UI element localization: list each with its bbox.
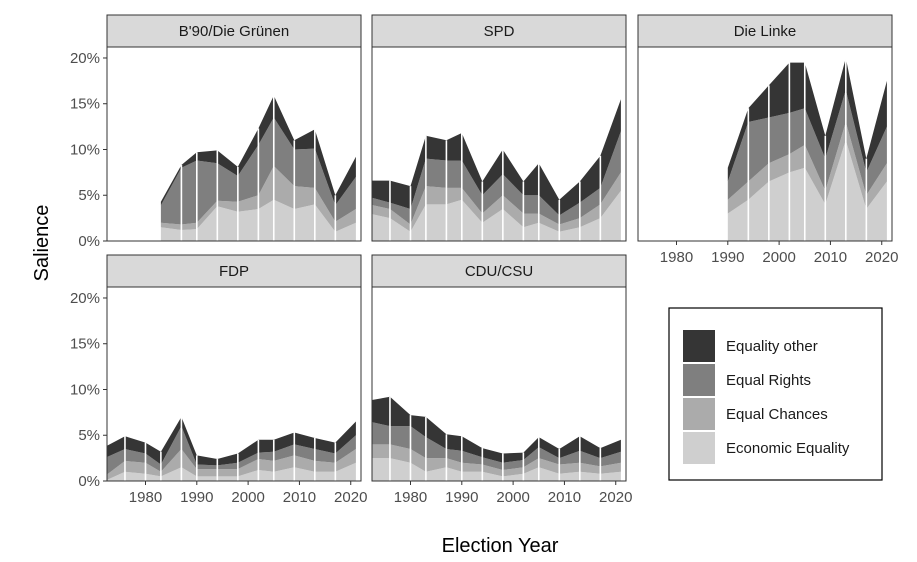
legend-key-equal-rights bbox=[683, 364, 715, 396]
panel-border bbox=[106, 46, 362, 242]
area-equality-other bbox=[160, 95, 356, 206]
facet-title: B'90/Die Grünen bbox=[179, 23, 289, 40]
y-tick-label: 0% bbox=[78, 233, 100, 250]
legend-key-equal-chances bbox=[683, 398, 715, 430]
panel-border bbox=[371, 286, 627, 482]
x-tick-label: 2020 bbox=[334, 489, 367, 506]
area-equality-other bbox=[727, 58, 887, 182]
facet-strip-b-90-die-gr-nen bbox=[106, 14, 362, 48]
facet-title: FDP bbox=[219, 263, 249, 280]
x-tick-label: 1980 bbox=[660, 249, 693, 266]
stacked-areas bbox=[727, 57, 887, 241]
stacked-areas bbox=[372, 396, 621, 481]
area-equal-rights bbox=[107, 426, 356, 475]
y-tick-label: 15% bbox=[70, 336, 100, 353]
panel-border bbox=[106, 286, 362, 482]
legend: Equality other Equal Rights Equal Chances E… bbox=[668, 307, 883, 481]
x-tick-label: 2000 bbox=[496, 489, 529, 506]
facet-title: Die Linke bbox=[734, 23, 797, 40]
area-equal-rights bbox=[372, 131, 621, 225]
area-equal-chances bbox=[727, 122, 887, 214]
facet-strip-fdp bbox=[106, 254, 362, 288]
x-tick-label: 1980 bbox=[394, 489, 427, 506]
area-economic-equality bbox=[372, 190, 621, 241]
x-tick-label: 1990 bbox=[711, 249, 744, 266]
area-equality-other bbox=[372, 99, 621, 216]
facet-strip-die-linke bbox=[637, 14, 893, 48]
x-tick-label: 1980 bbox=[129, 489, 162, 506]
facet-cdu-csu: CDU/CSU 1980 1990 2000 2010 2020 bbox=[371, 254, 632, 506]
facet-strip-spd bbox=[371, 14, 627, 48]
y-tick-label: 5% bbox=[78, 427, 100, 444]
facet-title: SPD bbox=[484, 23, 515, 40]
y-tick-label: 20% bbox=[70, 290, 100, 307]
x-tick-label: 2010 bbox=[548, 489, 581, 506]
y-tick-label: 0% bbox=[78, 473, 100, 490]
area-equal-chances bbox=[372, 172, 621, 232]
y-tick-label: 15% bbox=[70, 96, 100, 113]
legend-label: Equal Rights bbox=[726, 372, 811, 389]
stacked-areas bbox=[372, 99, 621, 241]
x-tick-label: 1990 bbox=[445, 489, 478, 506]
x-tick-label: 2000 bbox=[762, 249, 795, 266]
facet-b-90-die-gr-nen: B'90/Die Grünen 0% 5% 10% 15% 20% bbox=[70, 14, 362, 250]
facet-fdp: FDP 0% 5% 10% 15% 20% 1980 1990 2000 2010 2020 bbox=[70, 254, 367, 506]
stacked-areas bbox=[160, 95, 356, 241]
legend-label: Equality other bbox=[726, 338, 818, 355]
area-equal-rights bbox=[727, 90, 887, 200]
y-tick-label: 10% bbox=[70, 141, 100, 158]
y-tick-label: 10% bbox=[70, 381, 100, 398]
stacked-areas bbox=[107, 416, 356, 481]
area-economic-equality bbox=[727, 140, 887, 241]
area-equality-other bbox=[372, 396, 621, 463]
legend-key-economic-equality bbox=[683, 432, 715, 464]
panel-border bbox=[371, 46, 627, 242]
legend-label: Economic Equality bbox=[726, 440, 850, 457]
x-tick-label: 2010 bbox=[814, 249, 847, 266]
x-tick-label: 2000 bbox=[231, 489, 264, 506]
x-tick-label: 2020 bbox=[865, 249, 898, 266]
facet-panels: B'90/Die Grünen 0% 5% 10% 15% 20% SPD Die Linke… bbox=[70, 14, 898, 506]
y-tick-label: 5% bbox=[78, 187, 100, 204]
facet-die-linke: Die Linke 1980 1990 2000 2010 2020 bbox=[637, 14, 898, 266]
y-tick-label: 20% bbox=[70, 50, 100, 67]
y-axis-title: Salience bbox=[31, 205, 53, 282]
area-equality-other bbox=[107, 416, 356, 466]
facet-spd: SPD bbox=[371, 14, 627, 242]
x-tick-label: 2010 bbox=[283, 489, 316, 506]
legend-label: Equal Chances bbox=[726, 406, 828, 423]
panel-border bbox=[637, 46, 893, 242]
x-tick-label: 2020 bbox=[599, 489, 632, 506]
x-axis-title: Election Year bbox=[442, 535, 559, 557]
legend-key-equality-other bbox=[683, 330, 715, 362]
x-tick-label: 1990 bbox=[180, 489, 213, 506]
facet-title: CDU/CSU bbox=[465, 263, 533, 280]
